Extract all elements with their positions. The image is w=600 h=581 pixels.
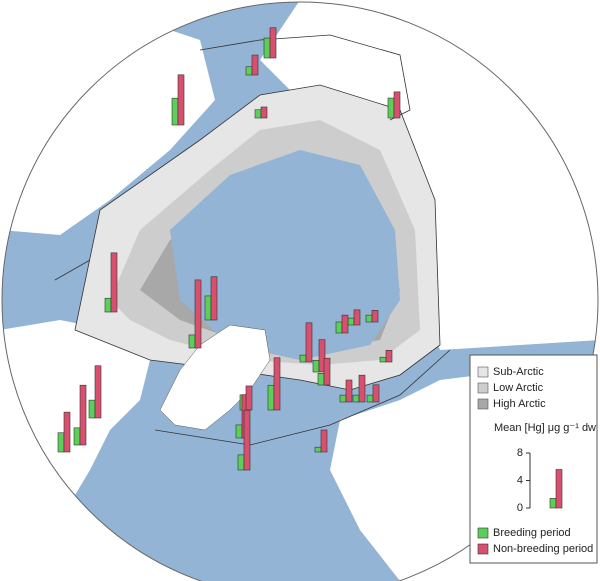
bar bbox=[237, 454, 245, 471]
bar bbox=[358, 374, 366, 403]
bar bbox=[245, 385, 253, 411]
zone-swatch bbox=[477, 398, 489, 410]
legend-box bbox=[469, 354, 598, 564]
arctic-ocean bbox=[170, 150, 400, 360]
bar bbox=[345, 379, 353, 403]
bar bbox=[269, 27, 277, 59]
bar bbox=[104, 297, 112, 313]
bar bbox=[245, 66, 253, 76]
bar bbox=[366, 394, 374, 403]
zone-label: Sub-Arctic bbox=[493, 366, 544, 378]
bar bbox=[393, 91, 401, 119]
bar bbox=[385, 350, 393, 363]
bar bbox=[365, 314, 373, 323]
bar bbox=[312, 360, 320, 373]
bar bbox=[371, 310, 379, 323]
bar bbox=[79, 384, 87, 446]
bar bbox=[372, 384, 380, 403]
bar bbox=[73, 427, 81, 446]
bar bbox=[339, 394, 347, 403]
zone-swatch bbox=[477, 382, 489, 394]
bar bbox=[320, 429, 328, 453]
y-tick-label: 0 bbox=[517, 502, 523, 514]
bar bbox=[194, 279, 202, 349]
bar bbox=[57, 432, 65, 453]
land-north-america-west bbox=[2, 20, 215, 235]
bar bbox=[314, 446, 322, 453]
bar bbox=[88, 399, 96, 419]
bar bbox=[110, 252, 118, 313]
zone-label: High Arctic bbox=[493, 398, 546, 410]
bar bbox=[305, 322, 313, 363]
bar bbox=[379, 356, 387, 363]
legend-swatch bbox=[477, 543, 489, 555]
zone-label: Low Arctic bbox=[493, 382, 544, 394]
bar bbox=[263, 37, 271, 59]
boundary-line bbox=[154, 349, 451, 446]
bar bbox=[177, 74, 185, 126]
bar bbox=[317, 373, 325, 386]
bar bbox=[243, 409, 251, 471]
bar bbox=[353, 309, 361, 326]
legend-swatch bbox=[477, 527, 489, 539]
bar bbox=[210, 276, 218, 321]
greenland bbox=[159, 324, 271, 431]
legend-bar bbox=[549, 498, 557, 509]
bar bbox=[235, 424, 243, 439]
bar bbox=[204, 295, 212, 321]
legend-axis-title: Mean [Hg] μg g⁻¹ dw bbox=[494, 422, 596, 434]
bar bbox=[387, 97, 395, 119]
bar bbox=[318, 339, 326, 373]
bar bbox=[299, 354, 307, 363]
bar bbox=[188, 334, 196, 349]
boundary-line bbox=[199, 34, 411, 121]
bar bbox=[94, 365, 102, 419]
legend-label: Breeding period bbox=[493, 527, 571, 539]
y-tick-label: 8 bbox=[517, 447, 523, 459]
boundary-line bbox=[54, 259, 91, 281]
bar bbox=[335, 321, 343, 334]
bar bbox=[63, 411, 71, 453]
bar bbox=[352, 394, 360, 403]
legend-bar bbox=[555, 469, 563, 509]
bar bbox=[347, 317, 355, 326]
y-tick-label: 4 bbox=[517, 474, 523, 486]
bar bbox=[341, 314, 349, 334]
bar bbox=[273, 357, 281, 411]
zone-swatch bbox=[477, 366, 489, 378]
bar bbox=[260, 106, 268, 119]
legend-label: Non-breeding period bbox=[493, 543, 593, 555]
bar bbox=[171, 97, 179, 126]
bar bbox=[323, 357, 331, 386]
bar bbox=[254, 109, 262, 119]
bar bbox=[267, 384, 275, 411]
bar bbox=[251, 54, 259, 76]
